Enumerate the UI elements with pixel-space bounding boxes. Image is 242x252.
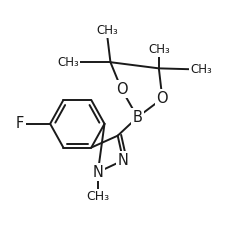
Text: CH₃: CH₃ [190, 63, 212, 76]
Text: B: B [133, 110, 143, 125]
Text: N: N [118, 153, 129, 168]
Text: CH₃: CH₃ [148, 43, 170, 56]
Text: O: O [157, 91, 168, 106]
Text: O: O [116, 82, 127, 97]
Text: CH₃: CH₃ [86, 190, 109, 203]
Text: F: F [15, 116, 24, 131]
Text: N: N [92, 165, 103, 180]
Text: CH₃: CH₃ [57, 56, 79, 69]
Text: CH₃: CH₃ [97, 24, 118, 37]
